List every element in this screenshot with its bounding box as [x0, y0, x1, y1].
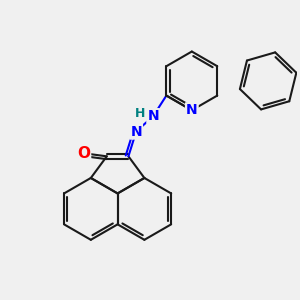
Text: N: N [130, 124, 142, 139]
Text: N: N [147, 109, 159, 123]
Text: H: H [135, 107, 146, 120]
Text: N: N [186, 103, 198, 117]
Text: O: O [77, 146, 90, 161]
